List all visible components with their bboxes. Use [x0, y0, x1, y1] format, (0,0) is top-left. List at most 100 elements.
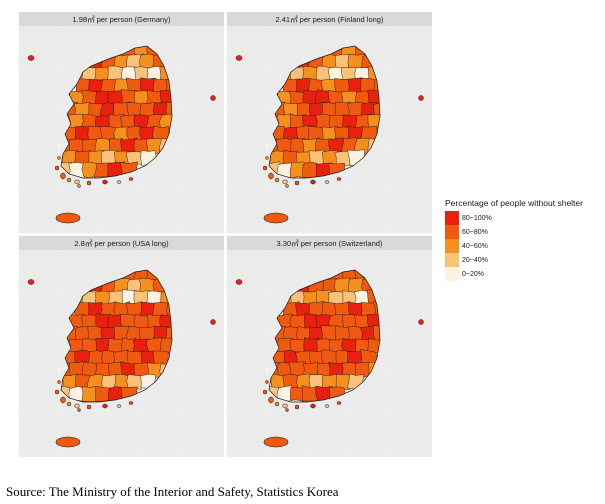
facet-panel-finland: 2.41㎡ per person (Finland long) — [227, 12, 432, 233]
island — [66, 177, 72, 183]
region-polygon — [373, 102, 380, 119]
coastline — [60, 269, 173, 403]
jeju-island — [55, 436, 81, 448]
legend-item: 80~100% — [445, 211, 600, 225]
island — [86, 180, 92, 186]
island — [294, 180, 300, 186]
island — [235, 279, 243, 285]
island — [418, 95, 424, 101]
legend-swatch — [445, 225, 459, 239]
island — [310, 179, 316, 185]
island — [54, 165, 60, 171]
region-polygon — [367, 337, 380, 355]
region-polygon — [346, 373, 365, 390]
map-plot — [227, 250, 432, 457]
region-polygon — [68, 162, 85, 178]
island — [268, 396, 274, 404]
legend-item: 0~20% — [445, 267, 600, 281]
island — [102, 403, 108, 409]
facet-title: 2.8㎡ per person (USA long) — [19, 236, 224, 250]
legend-swatch — [445, 211, 459, 225]
facet-title: 3.30㎡ per person (Switzerland) — [227, 236, 432, 250]
region-polygon — [159, 113, 172, 131]
island — [86, 404, 92, 410]
legend-title: Percentage of people without shelter — [445, 198, 583, 208]
island — [265, 380, 269, 384]
region-polygon — [372, 325, 380, 343]
island — [418, 319, 424, 325]
legend-label: 40~60% — [462, 242, 488, 250]
region-polygon — [367, 89, 380, 105]
island — [294, 404, 300, 410]
facet-panel-germany: 1.98㎡ per person (Germany) — [19, 12, 224, 233]
island — [116, 180, 122, 184]
figure: 1.98㎡ per person (Germany) 2.41㎡ per per… — [19, 12, 600, 457]
island — [77, 408, 81, 412]
island — [282, 179, 288, 185]
island — [66, 401, 72, 407]
island — [54, 389, 60, 395]
island — [310, 403, 316, 409]
island — [57, 380, 61, 384]
island — [282, 403, 288, 409]
legend-label: 0~20% — [462, 270, 484, 278]
korea-map — [227, 26, 432, 233]
map-plot — [19, 250, 224, 457]
korea-map — [19, 26, 224, 233]
island — [210, 95, 216, 101]
region-polygon — [289, 161, 307, 178]
regions-group — [269, 46, 380, 178]
island — [116, 404, 122, 408]
island — [324, 180, 330, 184]
region-polygon — [276, 162, 294, 178]
island — [336, 177, 342, 181]
coastline — [60, 45, 173, 179]
region-polygon — [367, 114, 380, 131]
regions-group — [61, 46, 172, 178]
island — [27, 279, 35, 285]
legend-swatch — [445, 239, 459, 253]
jeju-island — [55, 212, 81, 224]
map-plot — [227, 26, 432, 233]
jeju-island — [263, 212, 289, 224]
legend-label: 80~100% — [462, 214, 492, 222]
legend-label: 60~80% — [462, 228, 488, 236]
legend-swatch — [445, 253, 459, 267]
region-polygon — [120, 161, 138, 178]
island — [285, 184, 289, 188]
region-polygon — [126, 374, 143, 390]
coastline — [268, 45, 381, 179]
island — [285, 408, 289, 412]
legend-swatch — [445, 267, 459, 281]
island — [268, 172, 274, 180]
korea-map — [227, 250, 432, 457]
facet-panel-usa: 2.8㎡ per person (USA long) — [19, 236, 224, 457]
region-polygon — [139, 373, 157, 389]
island — [74, 403, 80, 409]
island — [57, 156, 61, 160]
island — [274, 177, 280, 183]
legend-label: 20~40% — [462, 256, 488, 264]
jeju-island — [263, 436, 289, 448]
island — [102, 179, 108, 185]
legend-item: 60~80% — [445, 225, 600, 239]
island — [235, 55, 243, 61]
island — [60, 172, 66, 180]
island — [274, 401, 280, 407]
region-polygon — [301, 385, 319, 402]
region-polygon — [165, 101, 172, 118]
regions-group — [269, 270, 380, 402]
island — [336, 401, 342, 405]
source-note: Source: The Ministry of the Interior and… — [6, 484, 339, 499]
region-polygon — [334, 150, 353, 167]
facet-title: 2.41㎡ per person (Finland long) — [227, 12, 432, 26]
island — [60, 396, 66, 404]
island — [324, 404, 330, 408]
island — [262, 389, 268, 395]
region-polygon — [276, 385, 294, 402]
map-plot — [19, 26, 224, 233]
island — [210, 319, 216, 325]
island — [262, 165, 268, 171]
island — [77, 184, 81, 188]
regions-group — [61, 270, 172, 402]
